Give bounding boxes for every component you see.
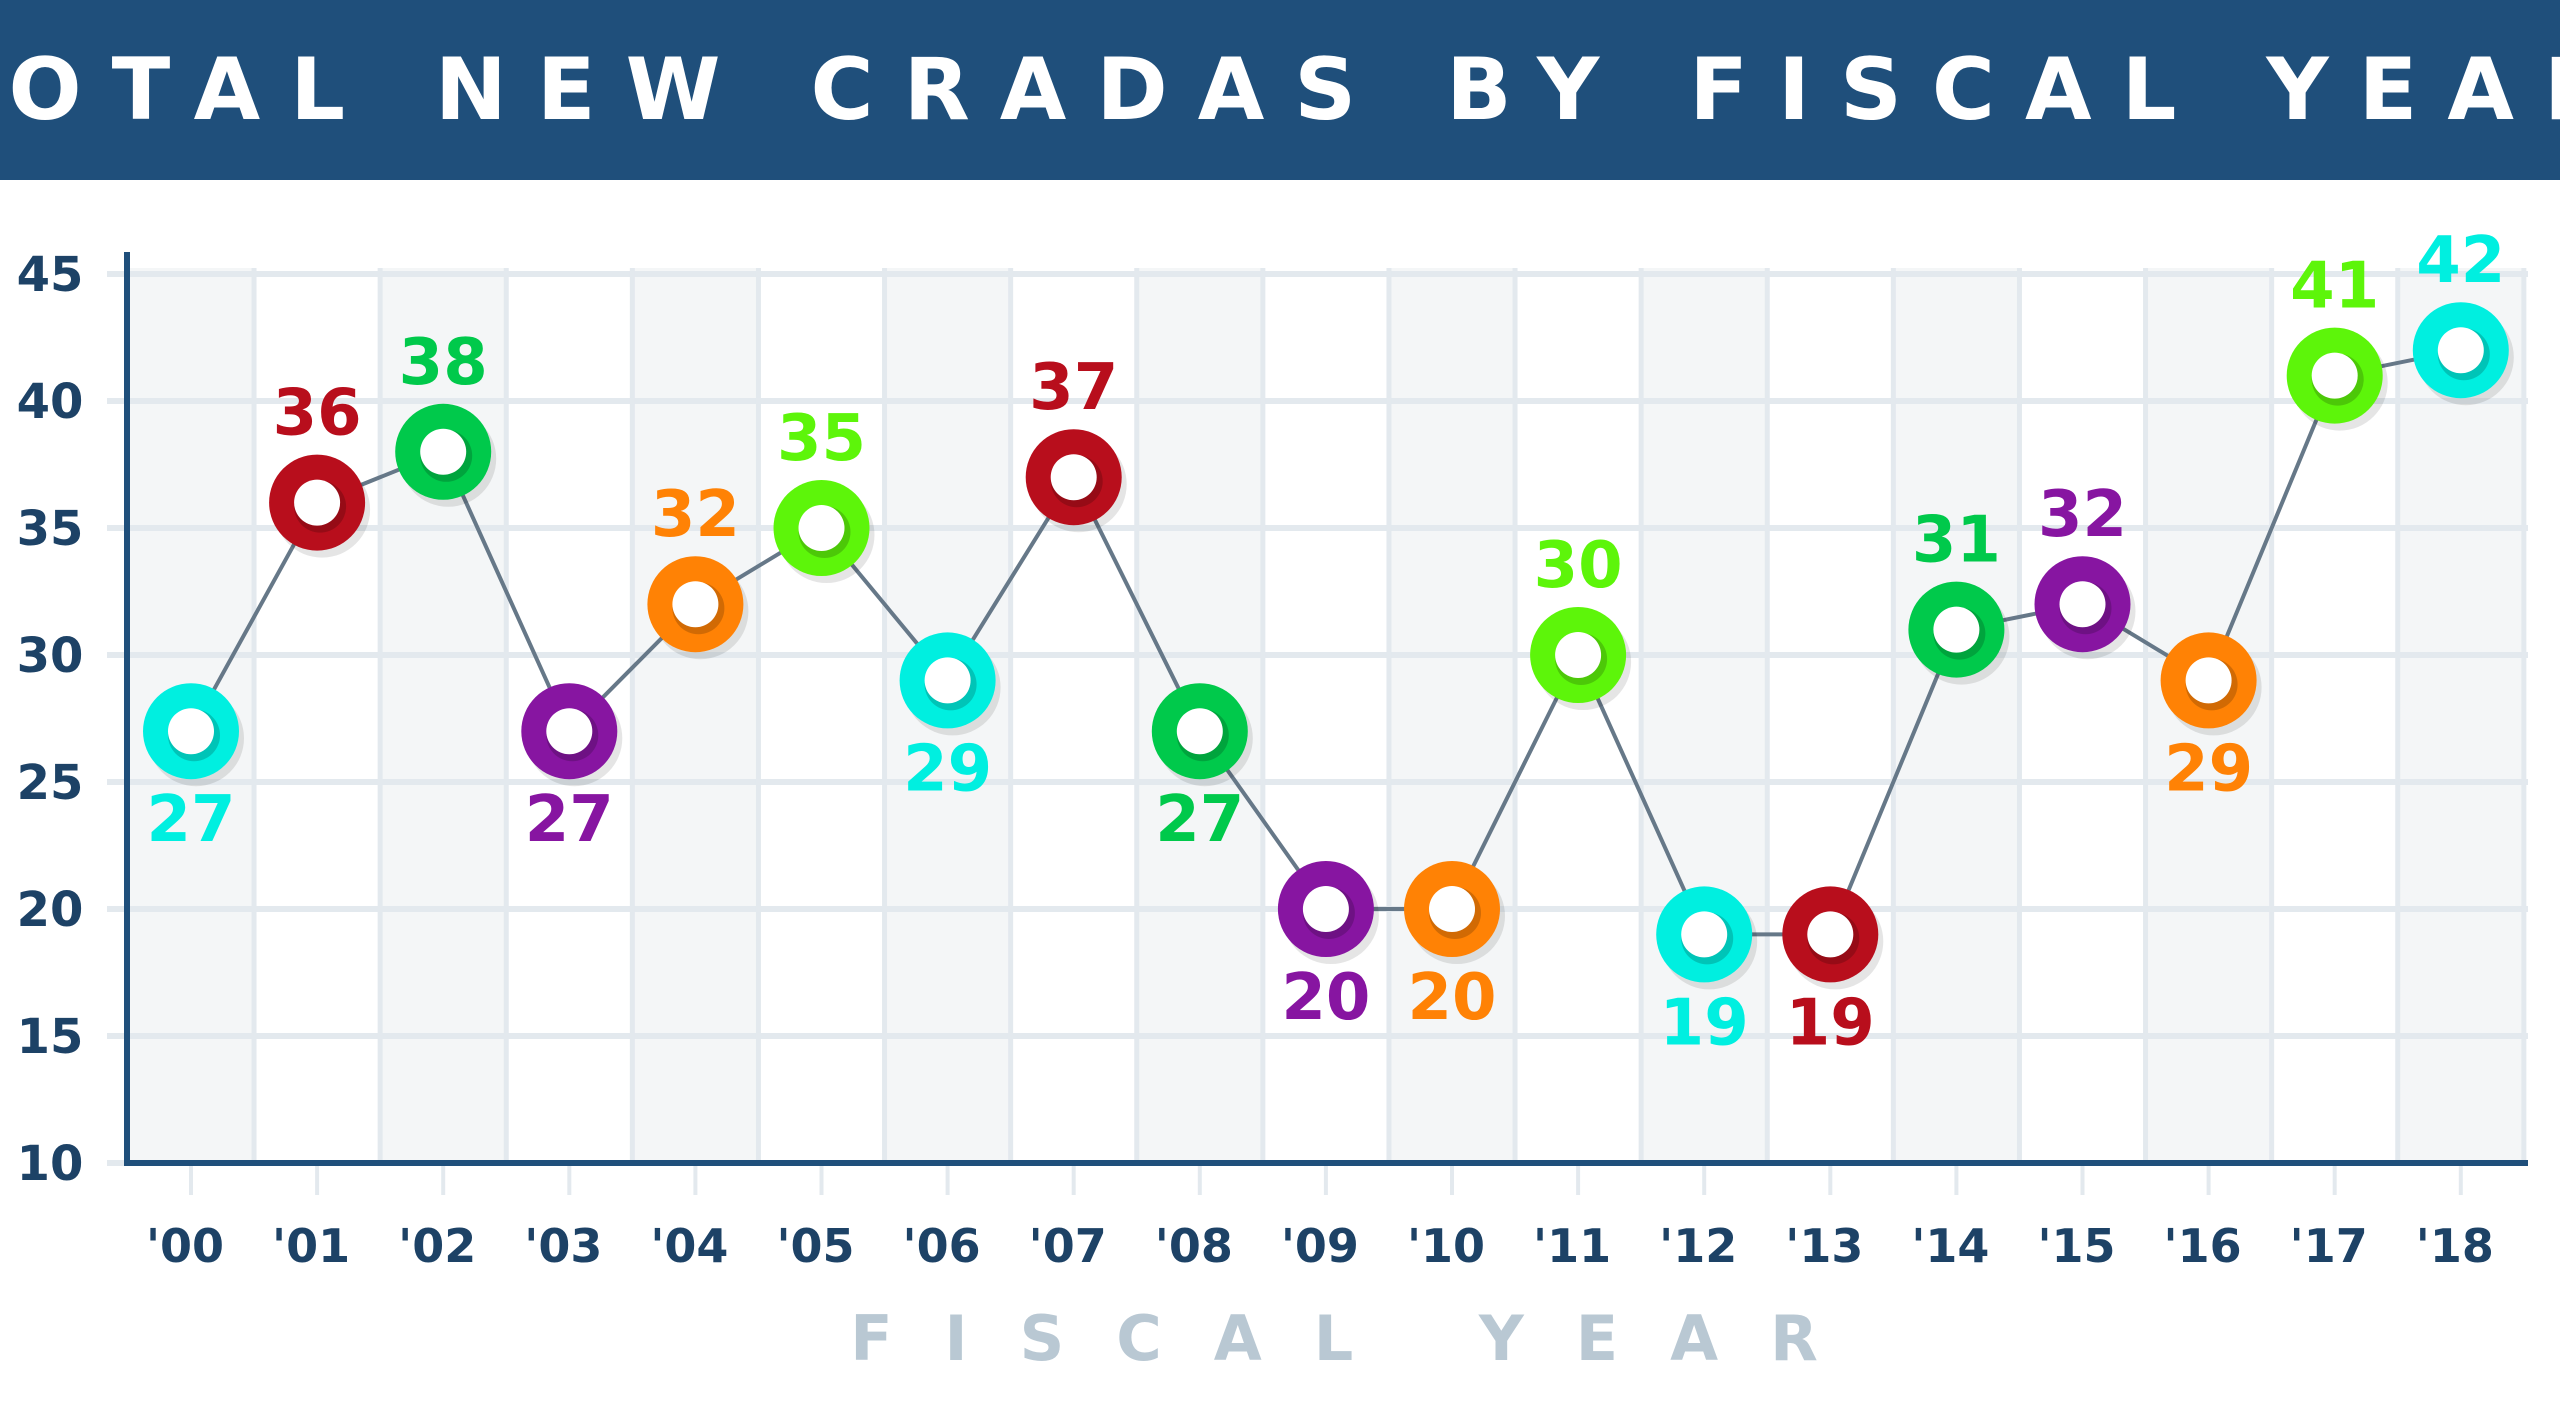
marker-hole (546, 708, 593, 755)
data-label: 32 (2038, 478, 2127, 552)
data-label: 19 (1786, 986, 1875, 1060)
x-tick-label: '15 (2037, 1219, 2115, 1273)
column-band (2397, 268, 2524, 1163)
x-tick-label: '17 (2290, 1219, 2368, 1273)
x-tick-label: '03 (524, 1219, 602, 1273)
x-tick-label: '14 (1911, 1219, 1989, 1273)
marker-hole (1933, 606, 1980, 653)
marker-hole (1555, 632, 1602, 678)
data-label: 36 (273, 377, 362, 451)
data-label: 37 (1029, 351, 1118, 425)
marker-hole (2437, 327, 2484, 374)
x-tick-label: '09 (1281, 1219, 1359, 1273)
data-label: 41 (2290, 250, 2379, 324)
column-band (632, 268, 759, 1163)
marker-hole (798, 505, 845, 551)
data-label: 20 (1281, 961, 1370, 1035)
marker-hole (1302, 886, 1349, 932)
data-label: 35 (777, 402, 866, 476)
data-label: 29 (2164, 732, 2253, 806)
x-tick-label: '16 (2164, 1219, 2242, 1273)
y-tick-label: 40 (17, 374, 84, 430)
x-tick-label: '00 (146, 1219, 224, 1273)
column-band (1388, 268, 1516, 1163)
marker-hole (420, 428, 467, 475)
marker-hole (2059, 581, 2106, 628)
marker-hole (1050, 454, 1097, 501)
y-tick-label: 20 (17, 882, 84, 938)
y-tick-label: 35 (17, 501, 84, 557)
data-label: 29 (903, 732, 992, 806)
y-tick-label: 30 (17, 628, 84, 684)
chart-title: TOTAL NEW CRADAS BY FISCAL YEAR (0, 40, 2560, 140)
x-tick-label: '11 (1533, 1219, 1611, 1273)
marker-hole (294, 479, 341, 526)
data-label: 27 (1155, 783, 1244, 857)
x-tick-label: '06 (903, 1219, 981, 1273)
y-tick-label: 45 (17, 247, 84, 303)
data-label: 27 (146, 783, 235, 857)
data-label: 31 (1912, 504, 2001, 578)
data-label: 20 (1407, 961, 1496, 1035)
title-banner: TOTAL NEW CRADAS BY FISCAL YEAR (0, 0, 2560, 180)
x-tick-label: '04 (650, 1219, 728, 1273)
x-tick-label: '10 (1407, 1219, 1485, 1273)
data-label: 32 (651, 478, 740, 552)
x-tick-label: '12 (1659, 1219, 1737, 1273)
marker-hole (1429, 886, 1475, 932)
data-label: 19 (1660, 986, 1749, 1060)
x-tick-label: '13 (1785, 1219, 1863, 1273)
column-band (1641, 268, 1768, 1163)
marker-hole (168, 708, 214, 755)
marker-hole (1681, 911, 1728, 958)
marker-hole (2185, 657, 2232, 704)
marker-hole (924, 657, 971, 704)
x-tick-label: '07 (1029, 1219, 1107, 1273)
column-band (1893, 268, 2020, 1163)
data-label: 42 (2416, 224, 2505, 298)
marker-hole (2311, 352, 2358, 399)
x-tick-label: '02 (398, 1219, 476, 1273)
data-label: 27 (525, 783, 614, 857)
marker-hole (1176, 708, 1223, 755)
y-tick-label: 25 (17, 755, 84, 811)
x-tick-label: '08 (1155, 1219, 1233, 1273)
data-label: 38 (399, 326, 488, 400)
y-tick-label: 15 (17, 1009, 84, 1065)
marker-hole (672, 581, 719, 628)
x-tick-label: '18 (2416, 1219, 2494, 1273)
data-label: 30 (1534, 529, 1623, 603)
marker-hole (1807, 911, 1854, 958)
x-tick-label: '05 (776, 1219, 854, 1273)
x-tick-label: '01 (272, 1219, 350, 1273)
x-axis-title: FISCAL YEAR (850, 1302, 1870, 1375)
y-tick-label: 10 (17, 1136, 84, 1192)
